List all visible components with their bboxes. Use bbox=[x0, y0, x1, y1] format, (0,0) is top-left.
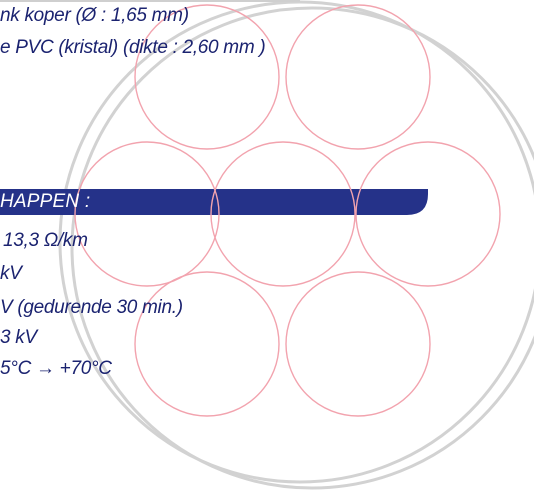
outer-sheath-ring bbox=[70, 6, 534, 490]
inner-sheath-ring bbox=[58, 0, 534, 484]
property-voltage: kV bbox=[0, 263, 22, 284]
conductor-circle bbox=[355, 141, 501, 287]
conductor-circle bbox=[134, 4, 280, 150]
conductor-circle bbox=[210, 141, 356, 287]
property-test-voltage: V (gedurende 30 min.) bbox=[0, 297, 183, 318]
property-spark-test: 3 kV bbox=[0, 327, 37, 348]
insulation-spec: e PVC (kristal) (dikte : 2,60 mm ) bbox=[0, 37, 266, 58]
properties-heading: HAPPEN : bbox=[0, 191, 91, 212]
conductor-circle bbox=[74, 141, 220, 287]
conductor-spec: nk koper (Ø : 1,65 mm) bbox=[0, 5, 189, 26]
conductor-circle bbox=[285, 4, 431, 150]
property-resistance: 13,3 Ω/km bbox=[3, 230, 88, 251]
conductor-circle bbox=[134, 271, 280, 417]
conductor-circle bbox=[285, 271, 431, 417]
properties-banner bbox=[0, 189, 428, 215]
property-temperature-range: 5°C → +70°C bbox=[0, 358, 112, 379]
